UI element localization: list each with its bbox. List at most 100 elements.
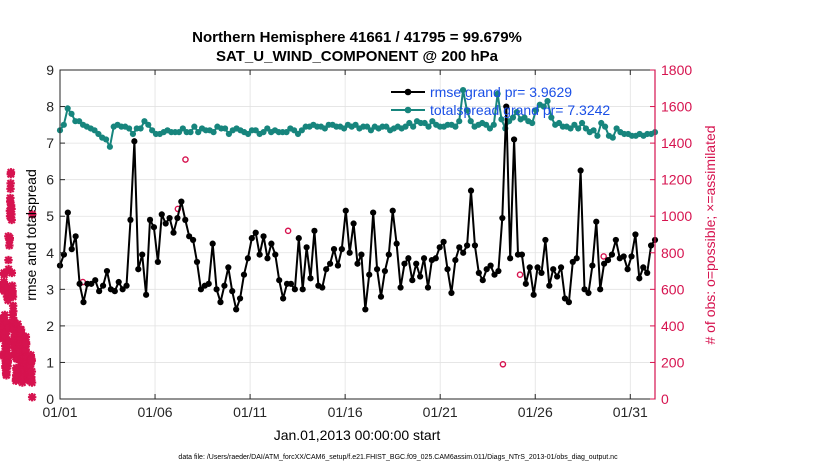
rmse-point bbox=[221, 282, 228, 289]
rmse-point bbox=[166, 214, 173, 222]
rmse-point bbox=[424, 284, 432, 291]
obs-assimilated-marker bbox=[4, 265, 13, 274]
totalspread-point bbox=[106, 143, 114, 150]
rmse-point bbox=[397, 284, 404, 291]
totalspread-point bbox=[298, 127, 305, 134]
rmse-point bbox=[503, 103, 510, 110]
rmse-point bbox=[330, 246, 338, 253]
rmse-point bbox=[475, 269, 482, 276]
rmse-point bbox=[577, 167, 584, 174]
totalspread-point bbox=[590, 127, 597, 134]
rmse-point bbox=[326, 260, 334, 267]
totalspread-point bbox=[264, 125, 271, 132]
rmse-point bbox=[68, 246, 75, 253]
totalspread-point bbox=[459, 87, 467, 94]
totalspread-point bbox=[221, 125, 229, 132]
obs-assimilated-marker bbox=[2, 367, 11, 376]
totalspread-point bbox=[321, 125, 328, 132]
rmse-point bbox=[366, 271, 373, 278]
rmse-point bbox=[491, 271, 498, 278]
rmse-point bbox=[495, 267, 502, 275]
rmse-point bbox=[131, 138, 138, 145]
rmse-point bbox=[299, 286, 306, 293]
obs-assimilated-marker bbox=[8, 281, 17, 290]
totalspread-point bbox=[555, 119, 563, 127]
obs-assimilated-marker bbox=[0, 350, 6, 360]
plot-series bbox=[0, 87, 659, 402]
x-tick-label: 01/11 bbox=[233, 404, 267, 420]
rmse-point bbox=[644, 269, 651, 276]
rmse-point bbox=[413, 260, 420, 267]
obs-assimilated-marker bbox=[3, 296, 13, 305]
rmse-point bbox=[538, 269, 545, 276]
rmse-point bbox=[589, 262, 596, 269]
rmse-point bbox=[393, 240, 400, 247]
y-right-tick-label: 600 bbox=[661, 281, 685, 297]
totalspread-point bbox=[498, 116, 505, 123]
rmse-point bbox=[507, 255, 514, 262]
obs-assimilated-marker bbox=[3, 283, 13, 292]
legend-item-rmse: rmse grand pr= 3.9629 bbox=[391, 84, 572, 100]
totalspread-point bbox=[406, 119, 413, 127]
y-left-tick-label: 2 bbox=[46, 318, 54, 334]
rmse-point bbox=[338, 246, 345, 253]
totalspread-point bbox=[244, 130, 252, 138]
totalspread-point bbox=[352, 121, 359, 128]
rmse-point bbox=[229, 288, 236, 295]
rmse-point bbox=[565, 299, 572, 306]
totalspread-point bbox=[594, 132, 601, 139]
legend-swatch-marker bbox=[404, 88, 412, 96]
y-left-tick-label: 5 bbox=[46, 208, 54, 224]
rmse-point bbox=[96, 288, 103, 295]
rmse-point bbox=[557, 264, 565, 271]
obs-assimilated-marker bbox=[4, 255, 13, 265]
totalspread-point bbox=[367, 127, 375, 134]
obs-assimilated-marker bbox=[6, 184, 15, 194]
x-tick-label: 01/21 bbox=[423, 404, 458, 420]
rmse-point bbox=[581, 286, 588, 293]
rmse-point bbox=[647, 242, 655, 249]
x-tick-label: 01/01 bbox=[42, 404, 77, 420]
y-right-tick-label: 1000 bbox=[661, 208, 692, 224]
obs-assimilated-marker bbox=[8, 292, 18, 301]
obs-assimilated-marker bbox=[4, 350, 14, 360]
rmse-point bbox=[307, 275, 314, 282]
obs-assimilated-marker bbox=[6, 179, 15, 188]
rmse-point bbox=[119, 286, 126, 293]
totalspread-point bbox=[64, 105, 71, 112]
obs-assimilated-marker bbox=[7, 210, 16, 219]
rmse-point bbox=[636, 275, 643, 282]
totalspread-point bbox=[95, 130, 102, 138]
obs-possible-marker bbox=[284, 227, 292, 235]
totalspread-point bbox=[291, 127, 298, 134]
totalspread-point bbox=[513, 108, 520, 116]
rmse-point bbox=[593, 218, 600, 225]
rmse-point bbox=[92, 277, 99, 284]
rmse-point bbox=[272, 251, 279, 258]
y-left-tick-label: 8 bbox=[46, 99, 54, 115]
rmse-point bbox=[526, 264, 533, 271]
totalspread-point bbox=[195, 129, 202, 136]
rmse-point bbox=[561, 295, 569, 302]
totalspread-point bbox=[340, 125, 348, 132]
obs-assimilated-marker bbox=[2, 318, 12, 327]
rmse-point bbox=[381, 267, 389, 275]
rmse-point bbox=[467, 187, 475, 194]
y-axis-left-label: rmse and totalspread bbox=[23, 169, 39, 301]
rmse-point bbox=[252, 229, 259, 236]
obs-assimilated-marker bbox=[7, 268, 17, 278]
totalspread-point bbox=[76, 118, 83, 125]
rmse-point bbox=[189, 236, 197, 244]
rmse-point bbox=[464, 242, 471, 249]
totalspread-point bbox=[571, 121, 578, 128]
rmse-point bbox=[640, 264, 647, 271]
obs-assimilated-marker bbox=[27, 356, 36, 365]
rmse-point bbox=[64, 209, 71, 216]
totalspread-point bbox=[68, 110, 75, 117]
obs-assimilated-marker bbox=[0, 314, 8, 323]
obs-assimilated-marker bbox=[12, 365, 21, 374]
rmse-point bbox=[111, 288, 118, 295]
totalspread-point bbox=[578, 119, 586, 127]
rmse-point bbox=[311, 227, 318, 234]
totalspread-point bbox=[187, 129, 194, 136]
